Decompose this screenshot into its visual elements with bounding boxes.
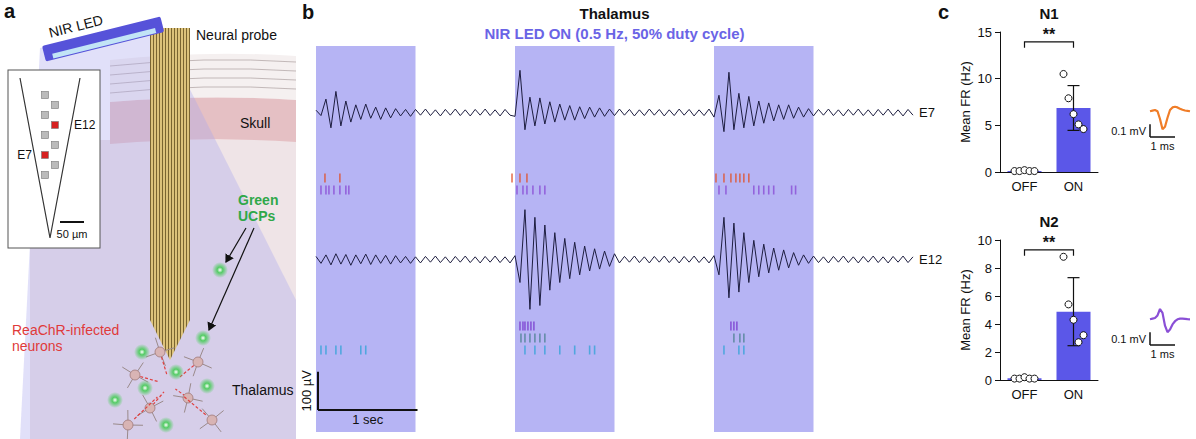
svg-text:Thalamus: Thalamus	[579, 5, 649, 22]
svg-text:c: c	[938, 1, 949, 23]
svg-text:10: 10	[978, 71, 992, 86]
svg-text:0: 0	[985, 373, 992, 388]
svg-text:a: a	[4, 0, 16, 22]
svg-text:E7: E7	[919, 105, 935, 120]
svg-text:4: 4	[985, 317, 992, 332]
svg-text:15: 15	[978, 25, 992, 40]
svg-text:6: 6	[985, 289, 992, 304]
svg-text:8: 8	[985, 261, 992, 276]
svg-text:UCPs: UCPs	[238, 208, 276, 224]
svg-text:ReaChR-infected: ReaChR-infected	[12, 322, 119, 338]
svg-text:2: 2	[985, 345, 992, 360]
svg-text:neurons: neurons	[12, 338, 63, 354]
svg-text:10: 10	[978, 233, 992, 248]
svg-text:ON: ON	[1064, 387, 1084, 402]
svg-text:ON: ON	[1064, 179, 1084, 194]
svg-text:b: b	[302, 1, 314, 23]
svg-text:100 µV: 100 µV	[299, 370, 314, 412]
svg-text:0: 0	[985, 165, 992, 180]
svg-text:Skull: Skull	[240, 115, 270, 131]
svg-text:**: **	[1043, 26, 1056, 43]
svg-text:Thalamus: Thalamus	[232, 382, 293, 398]
svg-text:0.1 mV: 0.1 mV	[1111, 333, 1147, 345]
svg-text:Mean FR (Hz): Mean FR (Hz)	[958, 269, 973, 351]
svg-text:Neural probe: Neural probe	[196, 27, 277, 43]
svg-text:E12: E12	[74, 118, 96, 132]
svg-text:Mean FR (Hz): Mean FR (Hz)	[958, 61, 973, 143]
svg-text:N2: N2	[1039, 213, 1058, 230]
svg-text:OFF: OFF	[1012, 179, 1038, 194]
svg-text:OFF: OFF	[1012, 387, 1038, 402]
svg-text:1 ms: 1 ms	[1151, 348, 1175, 360]
svg-text:**: **	[1043, 234, 1056, 251]
svg-text:E12: E12	[919, 252, 942, 267]
svg-text:50 µm: 50 µm	[57, 228, 88, 240]
svg-text:N1: N1	[1039, 5, 1058, 22]
svg-text:E7: E7	[17, 148, 32, 162]
svg-text:0.1 mV: 0.1 mV	[1111, 125, 1147, 137]
svg-text:Green: Green	[238, 192, 278, 208]
svg-text:1 sec: 1 sec	[352, 412, 384, 427]
svg-text:5: 5	[985, 118, 992, 133]
svg-text:NIR LED ON (0.5 Hz, 50% duty c: NIR LED ON (0.5 Hz, 50% duty cycle)	[484, 25, 744, 42]
svg-text:1 ms: 1 ms	[1151, 140, 1175, 152]
svg-text:NIR LED: NIR LED	[47, 12, 104, 41]
